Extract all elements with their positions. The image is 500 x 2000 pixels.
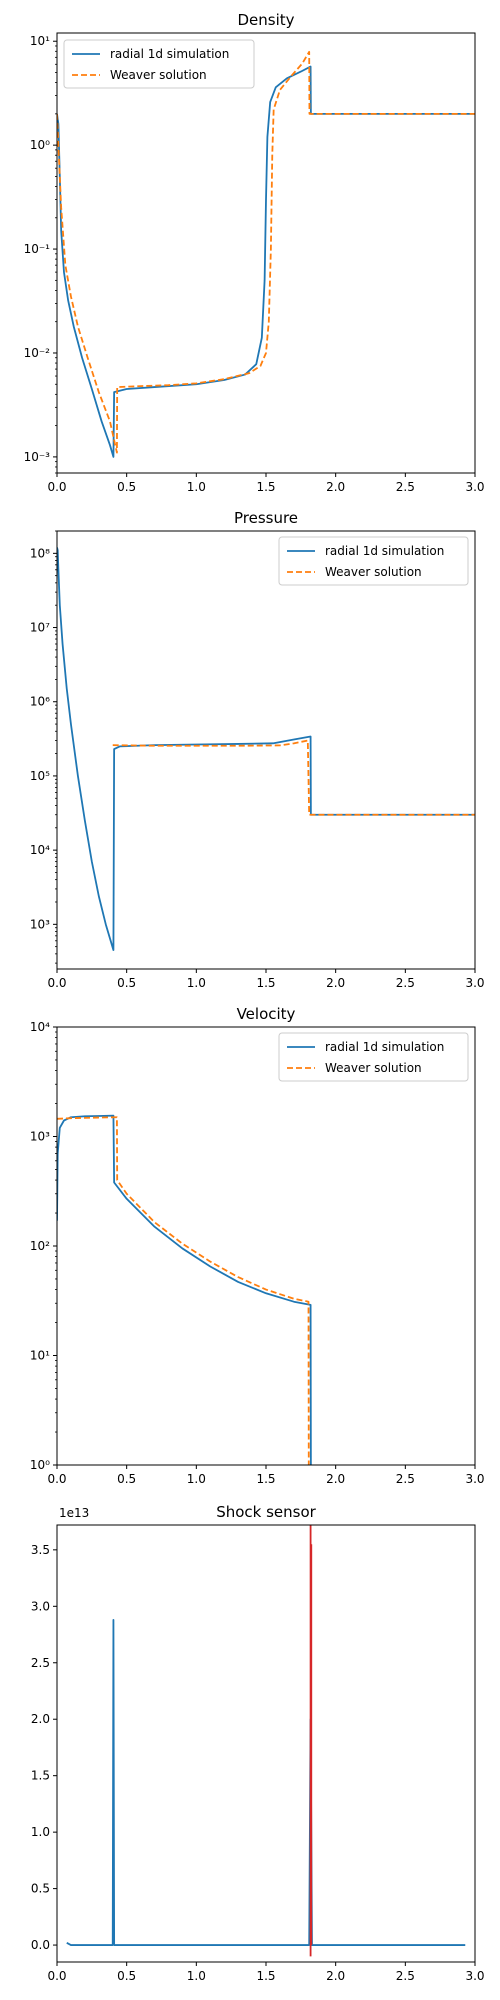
chart-panel-2: Pressure 0.0 0.5 1.0 1.5 2.0 2.5 3.0 10³ 10⁴ 10⁵ 10…: [30, 509, 485, 990]
chart-panel-3: Velocity 0.0 0.5 1.0 1.5 2.0 2.5 3.0 10⁰ 10¹ 10² 10…: [30, 1005, 485, 1486]
x-tick-label: 3.0: [465, 1969, 484, 1983]
series-line-1: [57, 1114, 312, 1465]
series-line-1: [57, 65, 475, 458]
x-tick-label: 1.5: [256, 1472, 275, 1486]
chart-title: Shock sensor: [216, 1503, 316, 1521]
x-tick-label: 2.0: [326, 1472, 345, 1486]
x-tick-label: 0.0: [47, 976, 66, 990]
x-tick-label: 1.0: [187, 976, 206, 990]
x-tick-label: 0.5: [117, 480, 136, 494]
x-tick-label: 1.0: [187, 1472, 206, 1486]
y-tick-label: 3.5: [31, 1543, 50, 1557]
x-tick-label: 2.5: [396, 1969, 415, 1983]
legend: radial 1d simulation Weaver solution: [278, 1032, 469, 1082]
y-tick-label: 10¹: [30, 1349, 50, 1363]
legend-label-2: Weaver solution: [325, 565, 422, 579]
x-tick-label: 1.0: [187, 1969, 206, 1983]
series-group: [57, 1114, 312, 1465]
legend-label-2: Weaver solution: [110, 68, 207, 82]
legend-label-2: Weaver solution: [325, 1061, 422, 1075]
x-tick-label: 2.0: [326, 976, 345, 990]
y-tick-label: 10³: [30, 917, 50, 931]
x-tick-label: 2.0: [326, 480, 345, 494]
series-line-1: [57, 547, 475, 951]
x-tick-label: 3.0: [465, 480, 484, 494]
x-tick-label: 3.0: [465, 976, 484, 990]
y-tick-label: 10³: [30, 1130, 50, 1144]
legend-box: [278, 536, 469, 586]
y-tick-label: 2.0: [31, 1712, 50, 1726]
y-tick-label: 1.0: [31, 1825, 50, 1839]
x-tick-label: 2.5: [396, 1472, 415, 1486]
chart-title: Velocity: [237, 1005, 296, 1023]
legend-label-1: radial 1d simulation: [325, 1040, 444, 1054]
x-tick-label: 0.5: [117, 976, 136, 990]
y-tick-label: 10⁵: [30, 769, 50, 783]
y-tick-label: 10⁻¹: [24, 242, 51, 256]
y-tick-label: 10⁴: [30, 843, 50, 857]
x-tick-label: 2.0: [326, 1969, 345, 1983]
series-group: [57, 50, 475, 458]
x-tick-label: 1.5: [256, 480, 275, 494]
series-line-2: [112, 739, 475, 816]
y-tick-label: 10²: [30, 1239, 50, 1253]
series-line-2: [57, 50, 475, 454]
chart-title: Pressure: [234, 509, 298, 527]
legend-label-1: radial 1d simulation: [110, 47, 229, 61]
legend: radial 1d simulation Weaver solution: [278, 536, 469, 586]
series-group: [66, 1525, 466, 1957]
y-tick-label: 3.0: [31, 1599, 50, 1613]
y-tick-label: 10⁴: [30, 1020, 50, 1034]
x-tick-label: 0.0: [47, 1472, 66, 1486]
y-tick-label: 10⁰: [30, 1458, 50, 1472]
x-tick-label: 1.5: [256, 1969, 275, 1983]
y-tick-label: 10⁻²: [24, 346, 51, 360]
x-tick-label: 1.5: [256, 976, 275, 990]
chart-title: Density: [237, 11, 294, 29]
series-group: [57, 547, 475, 951]
x-tick-label: 2.5: [396, 480, 415, 494]
legend-box: [63, 39, 255, 89]
y-tick-label: 10⁷: [30, 621, 50, 635]
chart-panel-1: Density 0.0 0.5 1.0 1.5 2.0 2.5 3.0 10⁻³ 10⁻² 10⁻¹…: [24, 11, 485, 494]
y-tick-label: 0.5: [31, 1882, 50, 1896]
y-tick-label: 1.5: [31, 1769, 50, 1783]
chart-panel-4: Shock sensor 0.0 0.5 1.0 1.5 2.0 2.5 3.0 0.0 0.5 1…: [31, 1503, 485, 1983]
x-tick-label: 1.0: [187, 480, 206, 494]
y-tick-label: 10⁸: [30, 546, 50, 560]
x-tick-label: 3.0: [465, 1472, 484, 1486]
legend-label-1: radial 1d simulation: [325, 544, 444, 558]
y-tick-label: 0.0: [31, 1938, 50, 1952]
y-tick-label: 10⁻³: [24, 450, 51, 464]
legend-box: [278, 1032, 469, 1082]
x-tick-label: 0.0: [47, 480, 66, 494]
y-tick-label: 10⁶: [30, 695, 50, 709]
x-tick-label: 2.5: [396, 976, 415, 990]
x-tick-label: 0.5: [117, 1472, 136, 1486]
y-tick-label: 2.5: [31, 1656, 50, 1670]
y-tick-label: 10⁰: [30, 138, 50, 152]
series-line-2: [57, 1116, 310, 1465]
legend: radial 1d simulation Weaver solution: [63, 39, 255, 89]
y-tick-label: 10¹: [30, 34, 50, 48]
x-tick-label: 0.5: [117, 1969, 136, 1983]
axis-offset-label: 1e13: [59, 1506, 89, 1520]
x-tick-label: 0.0: [47, 1969, 66, 1983]
